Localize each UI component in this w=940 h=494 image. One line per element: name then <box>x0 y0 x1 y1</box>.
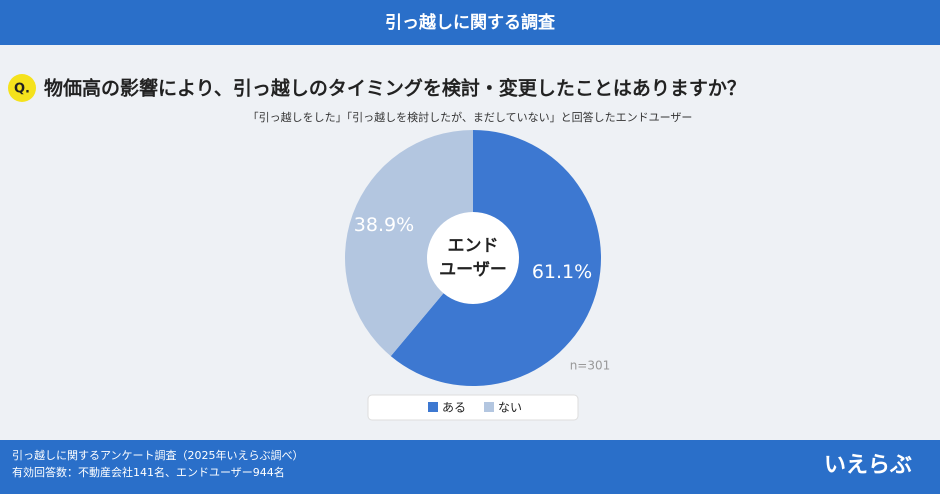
legend-swatch <box>484 402 494 412</box>
pie-slice <box>345 130 473 357</box>
legend-swatch <box>428 402 438 412</box>
legend <box>367 394 579 421</box>
chart-title: 物価高の影響により、引っ越しのタイミングを検討・変更したことはありますか？ <box>44 77 746 100</box>
footer-line: 引っ越しに関するアンケート調査（2025年いえらぶ調べ） <box>12 448 304 462</box>
header-title: 引っ越しに関する調査 <box>385 12 556 33</box>
footer-bar <box>0 440 940 494</box>
center-label: ユーザー <box>439 260 507 280</box>
value-label: 38.9% <box>354 214 414 236</box>
pie-center <box>427 212 519 304</box>
legend-label: ある <box>442 401 466 415</box>
question-label: Q. <box>14 82 30 97</box>
logo: いえらぶ <box>824 453 912 478</box>
footer-line: 有効回答数：不動産会社141名、エンドユーザー944名 <box>12 465 285 479</box>
value-label: 61.1% <box>532 261 592 283</box>
header-bar <box>0 0 940 45</box>
chart-subtitle: 「引っ越しをした」「引っ越しを検討したが、まだしていない」と回答したエンドユーザ… <box>248 110 693 124</box>
question-badge <box>8 74 36 102</box>
annotation: n=301 <box>570 359 611 373</box>
legend-label: ない <box>498 401 522 415</box>
legend-items: ある ない <box>428 401 522 415</box>
center-label: エンド <box>448 236 499 256</box>
